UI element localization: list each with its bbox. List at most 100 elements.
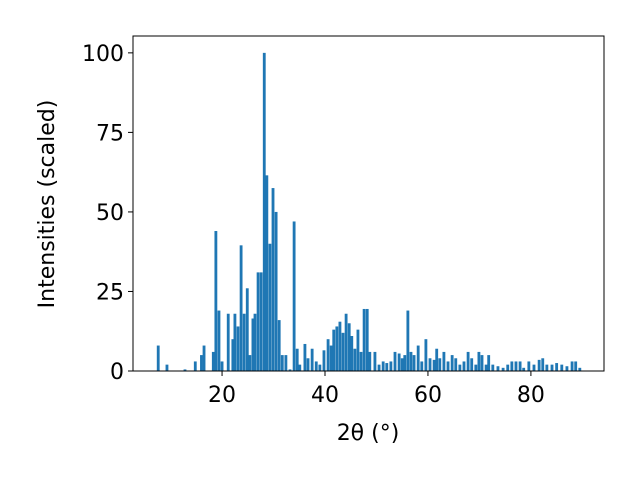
bar bbox=[532, 364, 536, 371]
y-tick-label: 100 bbox=[82, 42, 124, 67]
bar bbox=[353, 348, 357, 371]
bar bbox=[359, 351, 363, 371]
bar bbox=[156, 345, 160, 371]
bar bbox=[193, 361, 197, 371]
x-tick-label: 20 bbox=[208, 383, 236, 408]
bar bbox=[183, 369, 187, 371]
bar bbox=[251, 318, 255, 371]
bar bbox=[318, 364, 322, 371]
bar bbox=[510, 361, 514, 371]
bar bbox=[506, 364, 510, 371]
bar bbox=[474, 364, 478, 371]
bar bbox=[356, 329, 360, 371]
bar bbox=[277, 320, 281, 371]
bar bbox=[389, 361, 393, 371]
bar bbox=[428, 358, 432, 371]
bar bbox=[409, 351, 413, 371]
bar bbox=[487, 355, 491, 371]
y-tick-label: 0 bbox=[110, 360, 124, 385]
bar bbox=[231, 339, 235, 371]
bar bbox=[217, 310, 221, 371]
x-tick-label: 40 bbox=[311, 383, 339, 408]
bar bbox=[550, 364, 554, 371]
bar bbox=[256, 272, 260, 371]
bar bbox=[322, 350, 326, 371]
bar bbox=[362, 308, 366, 371]
bar bbox=[397, 353, 401, 371]
bar bbox=[537, 359, 541, 371]
bar bbox=[239, 245, 243, 371]
bar bbox=[522, 367, 526, 371]
bar bbox=[385, 363, 389, 371]
bar bbox=[545, 364, 549, 371]
y-axis-label: Intensities (scaled) bbox=[35, 100, 60, 309]
bar bbox=[574, 361, 578, 371]
bar bbox=[406, 310, 410, 371]
bar bbox=[245, 288, 249, 371]
bar bbox=[344, 313, 348, 371]
bar bbox=[560, 364, 564, 371]
bar bbox=[501, 367, 505, 371]
bar bbox=[496, 366, 500, 371]
bar bbox=[236, 326, 240, 371]
bar bbox=[284, 355, 288, 371]
bar bbox=[335, 326, 339, 371]
bar bbox=[442, 351, 446, 371]
bar bbox=[347, 323, 351, 371]
bar bbox=[518, 361, 522, 371]
plot-frame bbox=[132, 35, 605, 372]
bar bbox=[466, 351, 470, 371]
y-tick-label: 75 bbox=[96, 121, 124, 146]
bar bbox=[570, 361, 574, 371]
bar bbox=[477, 351, 481, 371]
bar bbox=[458, 364, 462, 371]
bar bbox=[373, 351, 377, 371]
y-tick-label: 50 bbox=[96, 201, 124, 226]
bar bbox=[214, 231, 218, 371]
bar bbox=[454, 358, 458, 371]
bar bbox=[220, 361, 224, 371]
bar bbox=[295, 348, 299, 371]
bar bbox=[480, 355, 484, 371]
bar bbox=[211, 351, 215, 371]
bar bbox=[165, 364, 169, 371]
bar bbox=[420, 361, 424, 371]
bar bbox=[565, 366, 569, 371]
bar bbox=[262, 52, 266, 371]
bar bbox=[450, 355, 454, 371]
bar bbox=[288, 369, 292, 371]
bar bbox=[248, 355, 252, 371]
bar bbox=[365, 308, 369, 371]
bar bbox=[303, 343, 307, 371]
bar bbox=[329, 345, 333, 371]
x-tick-label: 80 bbox=[517, 383, 545, 408]
bar bbox=[578, 367, 582, 371]
bar bbox=[416, 345, 420, 371]
bar bbox=[274, 211, 278, 371]
bar bbox=[403, 355, 407, 371]
bar bbox=[314, 361, 318, 371]
bar bbox=[491, 364, 495, 371]
bar bbox=[341, 332, 345, 371]
bar bbox=[541, 358, 545, 371]
bar bbox=[202, 345, 206, 371]
bar bbox=[484, 364, 488, 371]
x-tick-label: 60 bbox=[414, 383, 442, 408]
bar bbox=[446, 361, 450, 371]
bar bbox=[514, 361, 518, 371]
bar bbox=[259, 272, 263, 371]
bar bbox=[226, 313, 230, 371]
bar bbox=[412, 355, 416, 371]
bar bbox=[381, 361, 385, 371]
bar bbox=[200, 355, 203, 371]
bar bbox=[292, 221, 296, 371]
bar bbox=[265, 175, 269, 371]
bar bbox=[310, 348, 314, 371]
bar bbox=[253, 313, 257, 371]
bar bbox=[393, 351, 397, 371]
bar bbox=[527, 361, 531, 371]
bar bbox=[268, 243, 272, 371]
bar bbox=[377, 364, 381, 371]
bar bbox=[435, 348, 439, 371]
